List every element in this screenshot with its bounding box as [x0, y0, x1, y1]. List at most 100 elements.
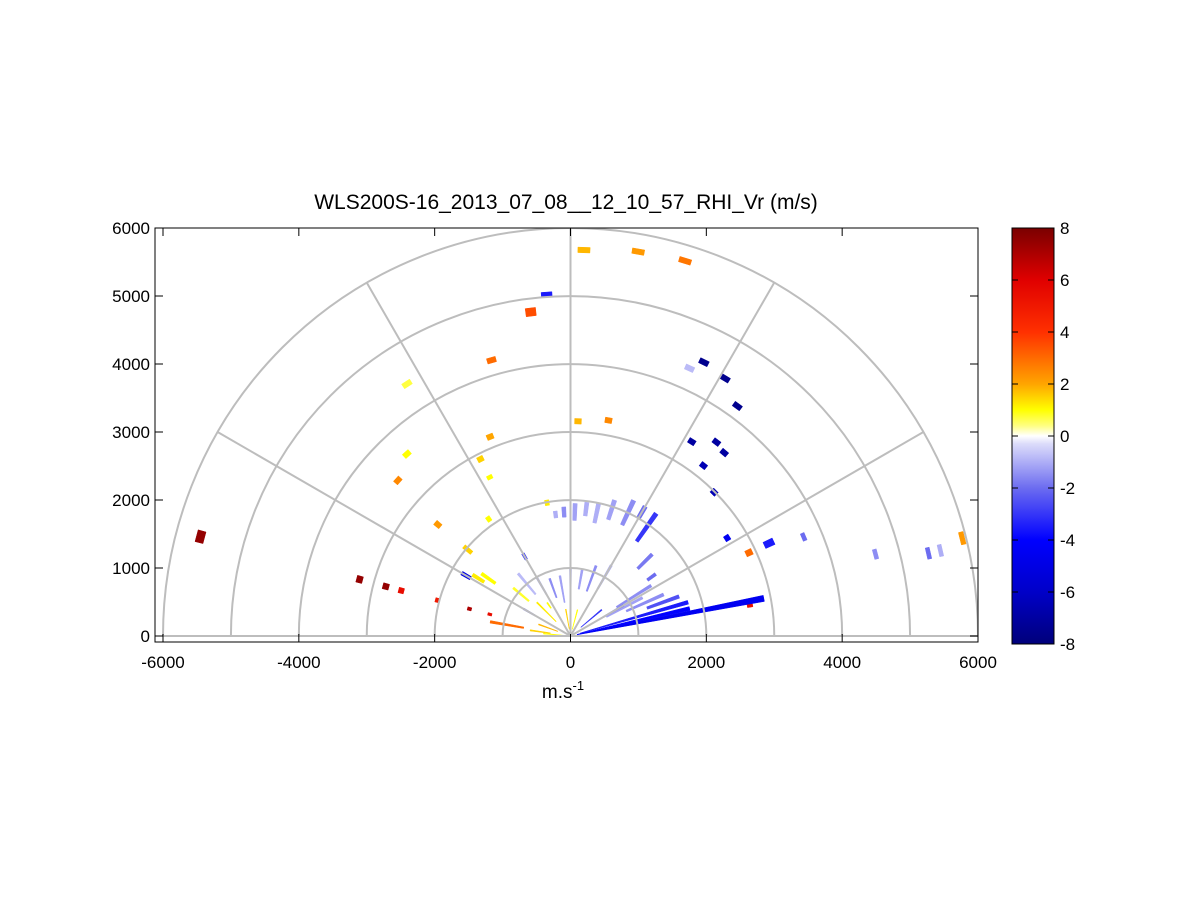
radial-velocity-cell: [606, 499, 618, 521]
colorbar-tick-label: 4: [1060, 323, 1069, 342]
y-axis: 0 1000 2000 3000 4000 5000 6000: [112, 219, 978, 646]
radial-velocity-cell: [731, 400, 743, 412]
radial-velocity-cell: [536, 601, 557, 623]
colorbar: [1011, 227, 1055, 645]
radial-velocity-cell: [487, 612, 493, 617]
colorbar-tick-label: 6: [1060, 271, 1069, 290]
radial-velocity-cell: [683, 363, 696, 373]
radial-velocity-cell: [548, 577, 558, 599]
y-tick-label: 3000: [112, 423, 150, 442]
radial-velocity-cell: [871, 548, 880, 560]
y-tick-label: 0: [141, 627, 150, 646]
radial-velocity-cell: [744, 548, 754, 558]
x-axis-label: m.s-1: [542, 678, 584, 703]
x-tick-label: 2000: [687, 653, 725, 672]
radial-velocity-cell: [565, 608, 570, 630]
colorbar-tick-label: 0: [1060, 427, 1069, 446]
azimuth-spoke: [569, 282, 776, 637]
radial-velocity-cell: [194, 529, 207, 544]
radial-velocity-cell: [538, 623, 559, 632]
azimuth-spoke: [569, 431, 924, 637]
radial-velocity-cell: [604, 416, 613, 424]
radial-velocity-cell: [799, 532, 808, 542]
radial-velocity-cell: [558, 575, 566, 603]
radial-velocity-cell: [397, 586, 405, 595]
x-tick-label: -6000: [141, 653, 184, 672]
radial-velocity-cell: [580, 608, 603, 628]
y-tick-label: 5000: [112, 287, 150, 306]
radial-velocity-cell: [592, 502, 602, 524]
x-tick-label: 0: [566, 653, 575, 672]
radial-velocity-cell: [698, 461, 709, 471]
radial-velocity-cell: [471, 572, 486, 584]
x-axis: -6000 -4000 -2000 0 2000 4000 6000: [141, 228, 997, 672]
radial-velocity-cell: [381, 582, 390, 591]
radial-velocity-cell: [636, 552, 654, 571]
radial-velocity-cell: [529, 629, 551, 634]
radial-velocity-cell: [546, 601, 552, 609]
radial-velocity-cell: [489, 620, 525, 629]
radial-velocity-cell: [571, 609, 579, 630]
polar-grid: [162, 228, 978, 637]
radial-velocity-cell: [484, 515, 493, 523]
colorbar-tick-label: 8: [1060, 219, 1069, 238]
x-axis-label-superscript: -1: [573, 678, 585, 693]
radial-velocity-cell: [574, 418, 582, 425]
radial-velocity-cell: [615, 583, 653, 609]
radial-velocity-cell: [958, 531, 967, 546]
y-tick-label: 4000: [112, 355, 150, 374]
radial-velocity-cell: [572, 503, 578, 521]
radial-velocity-cell: [579, 600, 689, 634]
colorbar-tick-label: -2: [1060, 479, 1075, 498]
azimuth-spoke: [217, 431, 572, 637]
radial-velocity-cell: [722, 533, 732, 543]
radial-velocity-cell: [577, 246, 591, 254]
colorbar-tick-label: -6: [1060, 583, 1075, 602]
radial-velocity-cell: [466, 606, 473, 612]
radial-velocity-cell: [576, 606, 691, 635]
radial-velocity-cell: [486, 356, 497, 365]
radial-velocity-cell: [480, 571, 497, 585]
radial-velocity-cell: [719, 447, 730, 458]
x-axis-label-base: m.s: [542, 682, 573, 703]
x-tick-label: 4000: [823, 653, 861, 672]
radial-velocity-cell: [485, 432, 495, 441]
azimuth-spoke: [365, 282, 572, 637]
radial-velocity-cell: [698, 357, 710, 368]
colorbar-ticks: 8 6 4 2 0 -2 -4 -6 -8: [1012, 219, 1075, 654]
radial-velocity-cell: [476, 454, 485, 464]
plot-frame: [154, 227, 979, 643]
radial-velocity-cell: [762, 537, 776, 549]
colorbar-tick-label: -8: [1060, 635, 1075, 654]
radial-velocity-cell: [631, 247, 646, 256]
radial-velocity-cell: [401, 449, 412, 460]
data-layer: [194, 246, 967, 636]
radial-velocity-cell: [401, 378, 413, 390]
x-tick-label: -2000: [413, 653, 456, 672]
radial-velocity-cell: [634, 511, 659, 543]
chart-title: WLS200S-16_2013_07_08__12_10_57_RHI_Vr (…: [314, 191, 818, 214]
radial-velocity-cell: [646, 594, 680, 610]
radial-velocity-cell: [936, 543, 945, 558]
radial-velocity-cell: [524, 307, 537, 318]
radial-velocity-cell: [577, 568, 584, 590]
radial-velocity-cell: [924, 546, 933, 560]
colorbar-tick-label: 2: [1060, 375, 1069, 394]
radial-velocity-cell: [711, 437, 722, 447]
colorbar-tick-label: -4: [1060, 531, 1075, 550]
x-tick-label: 6000: [959, 653, 997, 672]
radial-velocity-cell: [678, 256, 693, 266]
radial-velocity-cell: [561, 506, 567, 518]
x-tick-label: -4000: [277, 653, 320, 672]
radial-velocity-cell: [625, 592, 665, 613]
y-tick-label: 1000: [112, 559, 150, 578]
radial-velocity-cell: [485, 473, 494, 481]
radial-velocity-cell: [646, 572, 657, 582]
radial-velocity-cell: [355, 574, 364, 584]
radial-velocity-cell: [686, 437, 697, 447]
radial-velocity-cell: [433, 519, 443, 530]
radial-velocity-cell: [583, 501, 590, 517]
radial-velocity-cell: [552, 510, 559, 519]
y-tick-label: 2000: [112, 491, 150, 510]
